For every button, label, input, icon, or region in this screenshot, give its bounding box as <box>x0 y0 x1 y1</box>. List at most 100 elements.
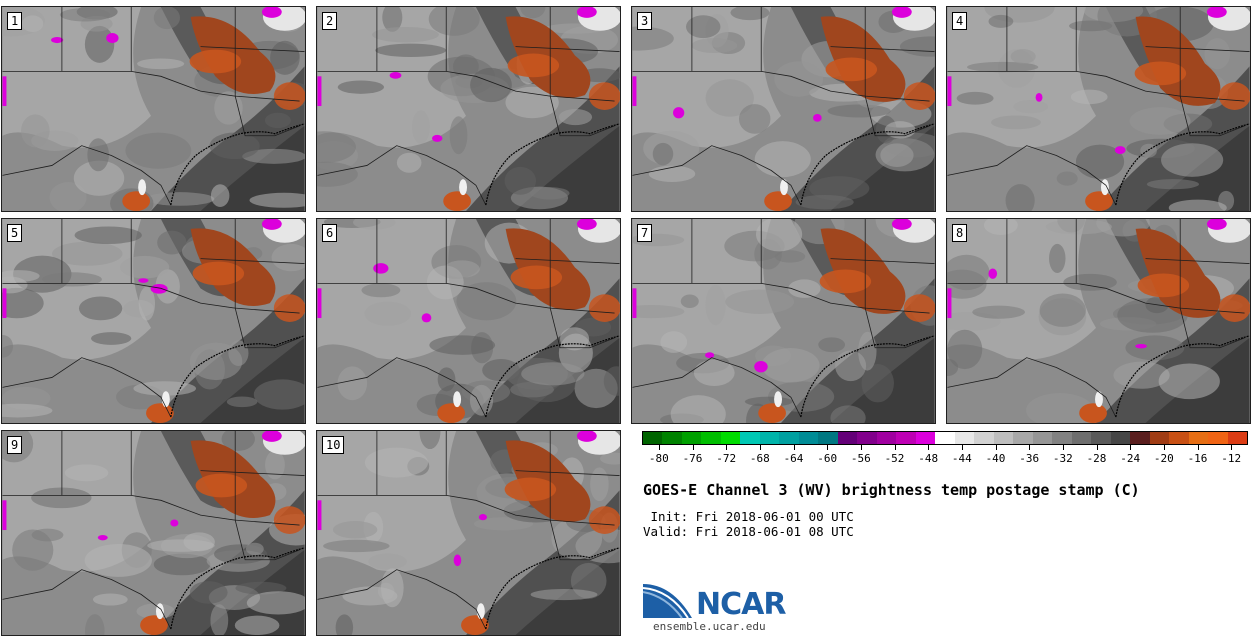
colorbar-tick-label: -20 <box>1153 452 1174 465</box>
map-panel: 6 <box>316 218 621 424</box>
colorbar-segment <box>876 432 897 444</box>
map-panel: 4 <box>946 6 1251 212</box>
colorbar-segment <box>993 432 1014 444</box>
colorbar-segment <box>681 432 702 444</box>
figure-title: GOES-E Channel 3 (WV) brightness temp po… <box>643 481 1140 499</box>
colorbar-tick <box>692 445 694 450</box>
colorbar-segment <box>1071 432 1092 444</box>
colorbar-segment <box>759 432 780 444</box>
colorbar-tick <box>1062 445 1064 450</box>
colorbar-tick <box>894 445 896 450</box>
colorbar-ticks: -80 -76 -72 -68 -64 -60 -56 -52 -48 -44 -40 -36 -32-… <box>642 445 1248 467</box>
map-panel: 10 <box>316 430 621 636</box>
colorbar-segment <box>818 432 838 444</box>
map-image <box>947 219 1250 423</box>
map-image <box>317 431 620 635</box>
colorbar-tick-label: -76 <box>682 452 703 465</box>
panel-number: 10 <box>322 436 345 454</box>
colorbar-tick-label: -80 <box>648 452 669 465</box>
panel-number: 1 <box>7 12 23 30</box>
colorbar-tick <box>759 445 761 450</box>
colorbar-tick-label: -12 <box>1221 452 1242 465</box>
colorbar-tick <box>726 445 728 450</box>
colorbar-segment <box>643 432 663 444</box>
colorbar-segment <box>1169 432 1189 444</box>
colorbar-tick <box>1029 445 1031 450</box>
colorbar-segment <box>915 432 936 444</box>
colorbar-tick-label: -44 <box>951 452 972 465</box>
colorbar-tick-label: -32 <box>1052 452 1073 465</box>
colorbar-tick <box>1163 445 1165 450</box>
colorbar-tick-label: -48 <box>918 452 939 465</box>
colorbar-tick-label: -56 <box>850 452 871 465</box>
colorbar-tick-label: -68 <box>749 452 770 465</box>
colorbar-segment <box>1130 432 1150 444</box>
colorbar-segment <box>837 432 858 444</box>
colorbar-segment <box>701 432 721 444</box>
colorbar-tick-label: -52 <box>884 452 905 465</box>
colorbar-segment <box>720 432 741 444</box>
panel-number: 4 <box>952 12 968 30</box>
colorbar-segment <box>779 432 799 444</box>
panel-number: 7 <box>637 224 653 242</box>
colorbar-tick <box>1130 445 1132 450</box>
panel-number: 2 <box>322 12 338 30</box>
colorbar-tick-label: -40 <box>985 452 1006 465</box>
map-image <box>2 7 305 211</box>
logo-text: NCAR <box>696 587 786 622</box>
map-image <box>2 219 305 423</box>
colorbar-tick-label: -28 <box>1086 452 1107 465</box>
colorbar-tick <box>658 445 660 450</box>
panel-number: 3 <box>637 12 653 30</box>
map-panel: 8 <box>946 218 1251 424</box>
valid-time: Valid: Fri 2018-06-01 08 UTC <box>643 524 854 539</box>
colorbar-tick-label: -36 <box>1019 452 1040 465</box>
colorbar-segment <box>662 432 682 444</box>
colorbar-tick <box>827 445 829 450</box>
map-image <box>632 219 935 423</box>
map-image <box>632 7 935 211</box>
map-panel: 9 <box>1 430 306 636</box>
map-image <box>2 431 305 635</box>
colorbar-segment <box>954 432 975 444</box>
colorbar-tick-label: -64 <box>783 452 804 465</box>
colorbar-tick-label: -16 <box>1187 452 1208 465</box>
colorbar-segment <box>1227 432 1248 444</box>
map-panel: 2 <box>316 6 621 212</box>
map-panel: 3 <box>631 6 936 212</box>
colorbar-segment <box>1188 432 1209 444</box>
panel-number: 5 <box>7 224 23 242</box>
panel-number: 9 <box>7 436 23 454</box>
colorbar-segment <box>896 432 916 444</box>
colorbar-tick-label: -24 <box>1120 452 1141 465</box>
colorbar-segment <box>1208 432 1228 444</box>
colorbar-tick <box>1231 445 1233 450</box>
map-panel: 1 <box>1 6 306 212</box>
map-image <box>317 7 620 211</box>
map-panel: 7 <box>631 218 936 424</box>
ncar-logo-icon <box>642 584 692 619</box>
colorbar-tick-label: -72 <box>716 452 737 465</box>
colorbar-segment <box>935 432 955 444</box>
colorbar-tick <box>928 445 930 450</box>
map-image <box>947 7 1250 211</box>
colorbar-tick <box>995 445 997 450</box>
colorbar-segment <box>1110 432 1131 444</box>
colorbar-segment <box>857 432 877 444</box>
colorbar-segment <box>1052 432 1072 444</box>
colorbar-tick <box>860 445 862 450</box>
colorbar-segment <box>1149 432 1170 444</box>
panel-number: 8 <box>952 224 968 242</box>
init-time: Init: Fri 2018-06-01 00 UTC <box>643 509 854 524</box>
map-panel: 5 <box>1 218 306 424</box>
colorbar-tick <box>961 445 963 450</box>
colorbar-segment <box>1091 432 1111 444</box>
colorbar-segment <box>1013 432 1033 444</box>
logo-url: ensemble.ucar.edu <box>653 620 766 633</box>
colorbar-segment <box>974 432 994 444</box>
colorbar-tick <box>1197 445 1199 450</box>
colorbar-segment <box>1032 432 1053 444</box>
panel-number: 6 <box>322 224 338 242</box>
colorbar-segment <box>740 432 760 444</box>
colorbar-tick <box>793 445 795 450</box>
